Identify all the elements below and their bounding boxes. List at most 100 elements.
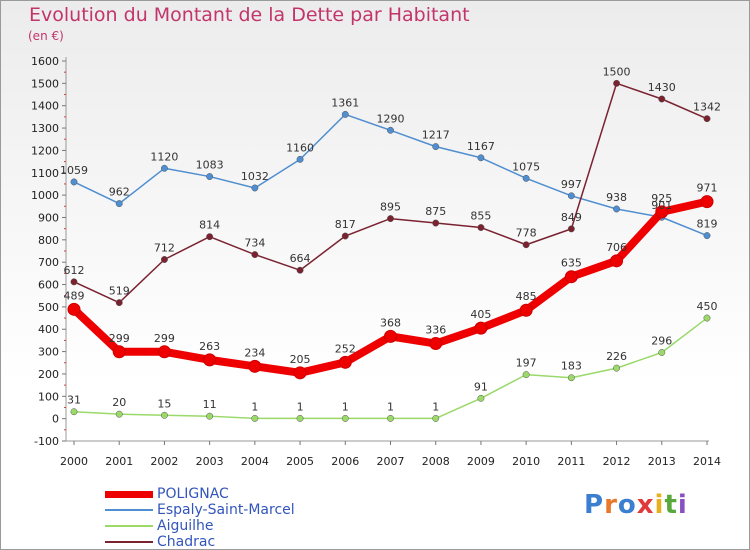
data-point-chadrac (522, 241, 530, 249)
legend-label: Espaly-Saint-Marcel (157, 502, 295, 518)
data-label-chadrac: 875 (425, 205, 446, 218)
data-point-espaly-saint-marcel (70, 178, 78, 186)
data-label-polignac: 485 (516, 290, 537, 303)
data-label-espaly-saint-marcel: 962 (109, 186, 130, 199)
data-label-chadrac: 1342 (693, 101, 721, 114)
y-tick-label: 300 (38, 346, 59, 359)
data-point-aiguilhe (70, 408, 78, 416)
x-tick-label: 2008 (422, 455, 450, 468)
data-point-polignac (203, 353, 217, 367)
data-label-aiguilhe: 1 (387, 400, 394, 413)
legend-swatch-polignac (105, 490, 153, 498)
legend-swatch-aiguilhe (105, 525, 153, 527)
data-point-aiguilhe (296, 414, 304, 422)
data-point-polignac (293, 366, 307, 380)
data-point-aiguilhe (567, 374, 575, 382)
data-point-polignac (248, 359, 262, 373)
x-tick-label: 2012 (603, 455, 631, 468)
data-point-aiguilhe (658, 349, 666, 356)
legend-swatch-espaly (105, 509, 153, 511)
data-point-aiguilhe (115, 410, 123, 418)
data-point-chadrac (251, 251, 259, 259)
x-tick-label: 2011 (557, 455, 585, 468)
data-label-aiguilhe: 1 (297, 400, 304, 413)
data-point-aiguilhe (522, 371, 530, 379)
logo-letter: r (604, 490, 618, 520)
data-label-polignac: 971 (697, 182, 718, 195)
data-label-espaly-saint-marcel: 1217 (422, 129, 450, 142)
data-point-chadrac (70, 278, 78, 286)
data-label-aiguilhe: 226 (606, 350, 627, 363)
data-label-chadrac: 1500 (603, 65, 631, 78)
data-label-polignac: 299 (154, 332, 175, 345)
y-tick-label: 1000 (31, 189, 59, 202)
data-point-chadrac (296, 266, 304, 274)
y-tick-label: 1500 (31, 77, 59, 90)
data-label-aiguilhe: 15 (157, 397, 171, 410)
y-tick-label: 900 (38, 211, 59, 224)
data-label-espaly-saint-marcel: 997 (561, 178, 582, 191)
y-tick-label: 500 (38, 301, 59, 314)
data-label-chadrac: 817 (335, 218, 356, 231)
data-point-espaly-saint-marcel (160, 164, 168, 172)
y-tick-label: 1600 (31, 55, 59, 68)
data-point-polignac (112, 345, 126, 359)
x-tick-label: 2006 (331, 455, 359, 468)
data-label-aiguilhe: 183 (561, 360, 582, 373)
y-tick-label: 100 (38, 390, 59, 403)
y-tick-label: 400 (38, 323, 59, 336)
data-point-aiguilhe (251, 414, 259, 422)
data-point-chadrac (341, 232, 349, 240)
data-label-chadrac: 712 (154, 241, 175, 254)
data-label-espaly-saint-marcel: 1075 (512, 160, 540, 173)
data-point-chadrac (160, 256, 168, 263)
data-label-chadrac: 849 (561, 211, 582, 224)
data-label-chadrac: 895 (380, 201, 401, 214)
data-point-espaly-saint-marcel (206, 173, 214, 181)
y-tick-label: 1300 (31, 122, 59, 135)
x-tick-label: 2001 (105, 455, 133, 468)
logo-letter: i (677, 490, 688, 520)
data-point-chadrac (703, 115, 711, 123)
data-label-polignac: 706 (606, 241, 627, 254)
y-tick-label: 1100 (31, 167, 59, 180)
data-label-espaly-saint-marcel: 1290 (377, 112, 405, 125)
logo-letter: P (584, 490, 605, 520)
legend-item-chadrac: Chadrac (105, 534, 295, 550)
data-label-chadrac: 1430 (648, 81, 676, 94)
data-point-chadrac (658, 95, 666, 103)
data-label-polignac: 205 (290, 353, 311, 366)
data-point-chadrac (387, 215, 394, 223)
data-label-chadrac: 519 (109, 285, 130, 298)
y-tick-label: 1400 (31, 100, 59, 113)
data-label-espaly-saint-marcel: 1059 (60, 164, 88, 177)
data-point-espaly-saint-marcel (477, 154, 485, 162)
x-tick-label: 2007 (377, 455, 405, 468)
data-point-chadrac (613, 79, 621, 87)
data-label-polignac: 925 (651, 192, 672, 205)
data-point-espaly-saint-marcel (341, 110, 349, 118)
data-label-polignac: 234 (244, 346, 265, 359)
value-labels: 1059962112010831032116013611290121711671… (60, 65, 721, 413)
data-label-espaly-saint-marcel: 1167 (467, 140, 495, 153)
y-tick-label: -100 (34, 435, 59, 448)
data-label-aiguilhe: 20 (112, 396, 126, 409)
data-point-polignac (700, 195, 714, 209)
data-label-aiguilhe: 1 (342, 400, 349, 413)
data-point-espaly-saint-marcel (522, 174, 530, 182)
x-tick-label: 2010 (512, 455, 540, 468)
data-label-chadrac: 778 (516, 227, 537, 240)
data-point-aiguilhe (477, 394, 485, 402)
y-tick-label: 700 (38, 256, 59, 269)
series-layer (67, 79, 714, 422)
data-label-espaly-saint-marcel: 938 (606, 191, 627, 204)
y-tick-label: 800 (38, 234, 59, 247)
series-line-polignac (70, 197, 711, 377)
data-label-polignac: 405 (470, 308, 491, 321)
data-label-aiguilhe: 31 (67, 394, 81, 407)
data-label-espaly-saint-marcel: 1120 (150, 150, 178, 163)
x-tick-label: 2003 (196, 455, 224, 468)
proxiti-logo: Proxiti (584, 490, 688, 520)
data-point-aiguilhe (341, 414, 349, 422)
